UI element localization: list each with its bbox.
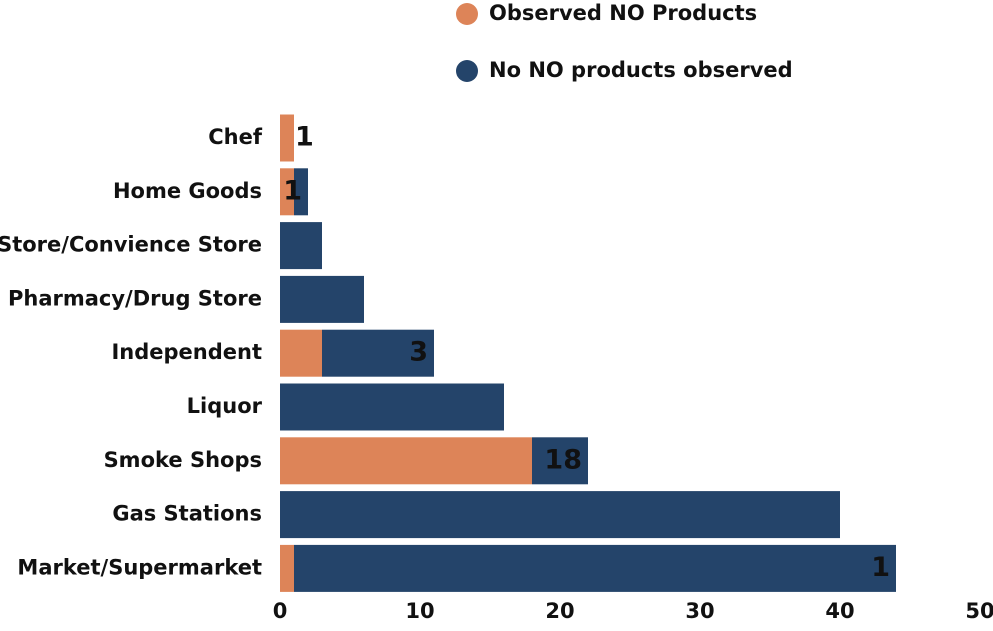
y-tick-label: Gas Stations (112, 502, 262, 526)
y-tick-label: Smoke Shops (104, 448, 262, 472)
bar-segment (280, 437, 532, 485)
data-label: 1 (871, 552, 890, 583)
data-label: 1 (283, 175, 302, 206)
bar-segment (280, 275, 364, 323)
data-label: 18 (544, 444, 582, 475)
y-tick-label: Pharmacy/Drug Store (8, 286, 262, 310)
bar-segment (280, 491, 840, 539)
bar-segment (294, 168, 308, 216)
data-label: 1 (295, 122, 314, 153)
y-tick-label: Store/Convience Store (0, 233, 262, 257)
x-tick-label: 30 (685, 599, 714, 623)
bar-segment (280, 168, 294, 216)
y-tick-label: Independent (111, 340, 262, 364)
x-tick-label: 50 (965, 599, 993, 623)
legend-swatch (456, 3, 478, 25)
bar-segment (294, 544, 896, 592)
bar-segment (280, 544, 294, 592)
y-tick-label: Liquor (187, 394, 263, 418)
x-tick-label: 0 (273, 599, 288, 623)
y-tick-label: Home Goods (113, 179, 262, 203)
x-tick-label: 10 (405, 599, 434, 623)
bar-segment (280, 114, 294, 162)
bar-segment (280, 383, 504, 431)
legend-label: No NO products observed (489, 58, 793, 82)
x-tick-label: 20 (545, 599, 574, 623)
bar-segment (322, 329, 434, 377)
x-tick-label: 40 (825, 599, 854, 623)
legend-label: Observed NO Products (489, 1, 757, 25)
y-tick-label: Chef (208, 125, 263, 149)
legend-swatch (456, 60, 478, 82)
bar-segment (280, 222, 322, 270)
bar-segment (280, 329, 322, 377)
bar-segment (532, 437, 588, 485)
data-label: 3 (409, 337, 428, 368)
y-tick-label: Market/Supermarket (17, 555, 262, 579)
